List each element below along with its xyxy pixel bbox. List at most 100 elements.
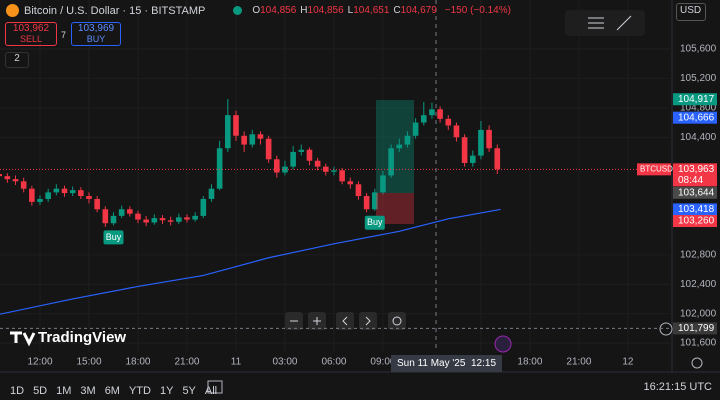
price-label: 103,644: [678, 187, 715, 198]
candle-body: [347, 181, 354, 185]
timeframe[interactable]: 5D: [33, 385, 48, 397]
sell-price: 103,962: [12, 23, 50, 34]
y-tick-label: 102,000: [680, 308, 717, 319]
ohlc: O104,856 H104,856 L104,651 C104,679: [252, 5, 440, 16]
candle-body: [143, 219, 149, 223]
timeframe[interactable]: All: [204, 385, 218, 397]
countdown: 08:44: [678, 175, 703, 186]
scroll-right[interactable]: [359, 312, 377, 330]
tool-icon[interactable]: [616, 15, 632, 31]
x-tick-label: 11: [231, 357, 242, 368]
clock: 16:21:15 UTC: [643, 381, 712, 393]
crosshair-label: Sun 11 May '25 12:15: [391, 355, 503, 372]
candle-body: [486, 129, 492, 149]
currency[interactable]: USD: [676, 3, 706, 21]
candle-body: [282, 166, 288, 173]
candle-body: [118, 209, 125, 216]
price-label-box: [673, 163, 717, 187]
candle-body: [0, 173, 2, 177]
candle-body: [412, 122, 419, 136]
x-tick-label: 18:00: [517, 357, 542, 368]
timeframe[interactable]: 1M: [56, 385, 72, 397]
candle-body: [469, 155, 476, 163]
timeframe[interactable]: 1D: [10, 385, 25, 397]
candle-body: [257, 134, 264, 139]
ohlc-key: C: [393, 5, 401, 16]
candle-body: [445, 118, 452, 126]
tool-icon[interactable]: [588, 17, 604, 29]
candle-body: [225, 115, 231, 149]
candle-body: [167, 220, 174, 222]
symbol: Bitcoin / U.S. Dollar · 15 · BITSTAMP: [24, 4, 206, 17]
candle-body: [110, 215, 117, 224]
y-tick-label: 101,600: [680, 338, 717, 349]
sell-button[interactable]: 103,962 SELL: [5, 22, 57, 46]
scroll-left[interactable]: [336, 312, 354, 330]
candle-body: [241, 135, 247, 145]
price-label: 101,799: [678, 323, 715, 334]
date-range[interactable]: [207, 380, 223, 394]
candle-body: [102, 209, 109, 224]
plot: [0, 99, 501, 315]
signal-label: Buy: [367, 217, 383, 227]
status-dot: [233, 6, 243, 15]
timeframe[interactable]: 5Y: [182, 385, 196, 397]
ohlc-key: H: [300, 5, 308, 16]
candle-body: [404, 135, 411, 145]
candle-body: [127, 209, 133, 214]
candle-body: [290, 151, 296, 167]
x-tick-label: 21:00: [566, 357, 591, 368]
nav-buttons[interactable]: [285, 312, 406, 330]
candle-body: [61, 188, 68, 194]
candle-body: [29, 188, 35, 202]
symbol-badge: [637, 163, 671, 176]
candle-body: [371, 192, 378, 210]
ohlc-value: 104,679: [400, 5, 437, 16]
timeframe[interactable]: 1Y: [159, 385, 174, 397]
y-tick-label: 105,600: [680, 44, 717, 55]
timeframe[interactable]: 6M: [104, 385, 120, 397]
candle-body: [339, 170, 345, 182]
candle-body: [396, 144, 403, 149]
candle-body: [53, 188, 60, 193]
candle-body: [331, 170, 337, 172]
ma-line: [0, 208, 501, 315]
candle-body: [45, 192, 51, 199]
y-tick-label: 104,400: [680, 132, 717, 143]
drawing-tools[interactable]: [565, 10, 645, 36]
ohlc-value: 104,856: [307, 5, 344, 16]
candle-body: [355, 184, 362, 197]
candle-body: [135, 213, 141, 220]
x-tick-label: 12:00: [27, 357, 52, 368]
alert-icon[interactable]: [494, 335, 512, 353]
signal-badge: [364, 215, 385, 230]
reset[interactable]: [388, 312, 406, 330]
indicators-toggle[interactable]: 2: [5, 52, 29, 68]
candle-body: [298, 149, 305, 152]
price-label-box: [673, 111, 717, 124]
candle-body: [12, 179, 19, 182]
buy-button[interactable]: 103,969 BUY: [71, 22, 121, 46]
candle-body: [453, 125, 460, 138]
candle-body: [420, 115, 427, 123]
signal-label: Buy: [106, 232, 122, 242]
candle-body: [78, 190, 84, 197]
icon: [365, 316, 371, 326]
candle-body: [86, 196, 92, 199]
candle-body: [4, 176, 11, 180]
candle-body: [192, 215, 198, 220]
buy-label: BUY: [86, 34, 106, 44]
timeframe[interactable]: 3M: [80, 385, 96, 397]
price-label: 104,666: [678, 112, 715, 123]
y-tick-label: 105,200: [680, 73, 717, 84]
candle-body: [380, 175, 386, 193]
add-icon[interactable]: [659, 322, 673, 336]
ohlc-key: O: [252, 5, 261, 16]
spread: 7: [61, 30, 67, 40]
buy-price: 103,969: [77, 23, 115, 34]
timeframe[interactable]: YTD: [128, 385, 151, 397]
signal-badge: [103, 230, 124, 245]
settings[interactable]: [691, 357, 703, 369]
y-tick-label: 104,800: [680, 102, 717, 113]
